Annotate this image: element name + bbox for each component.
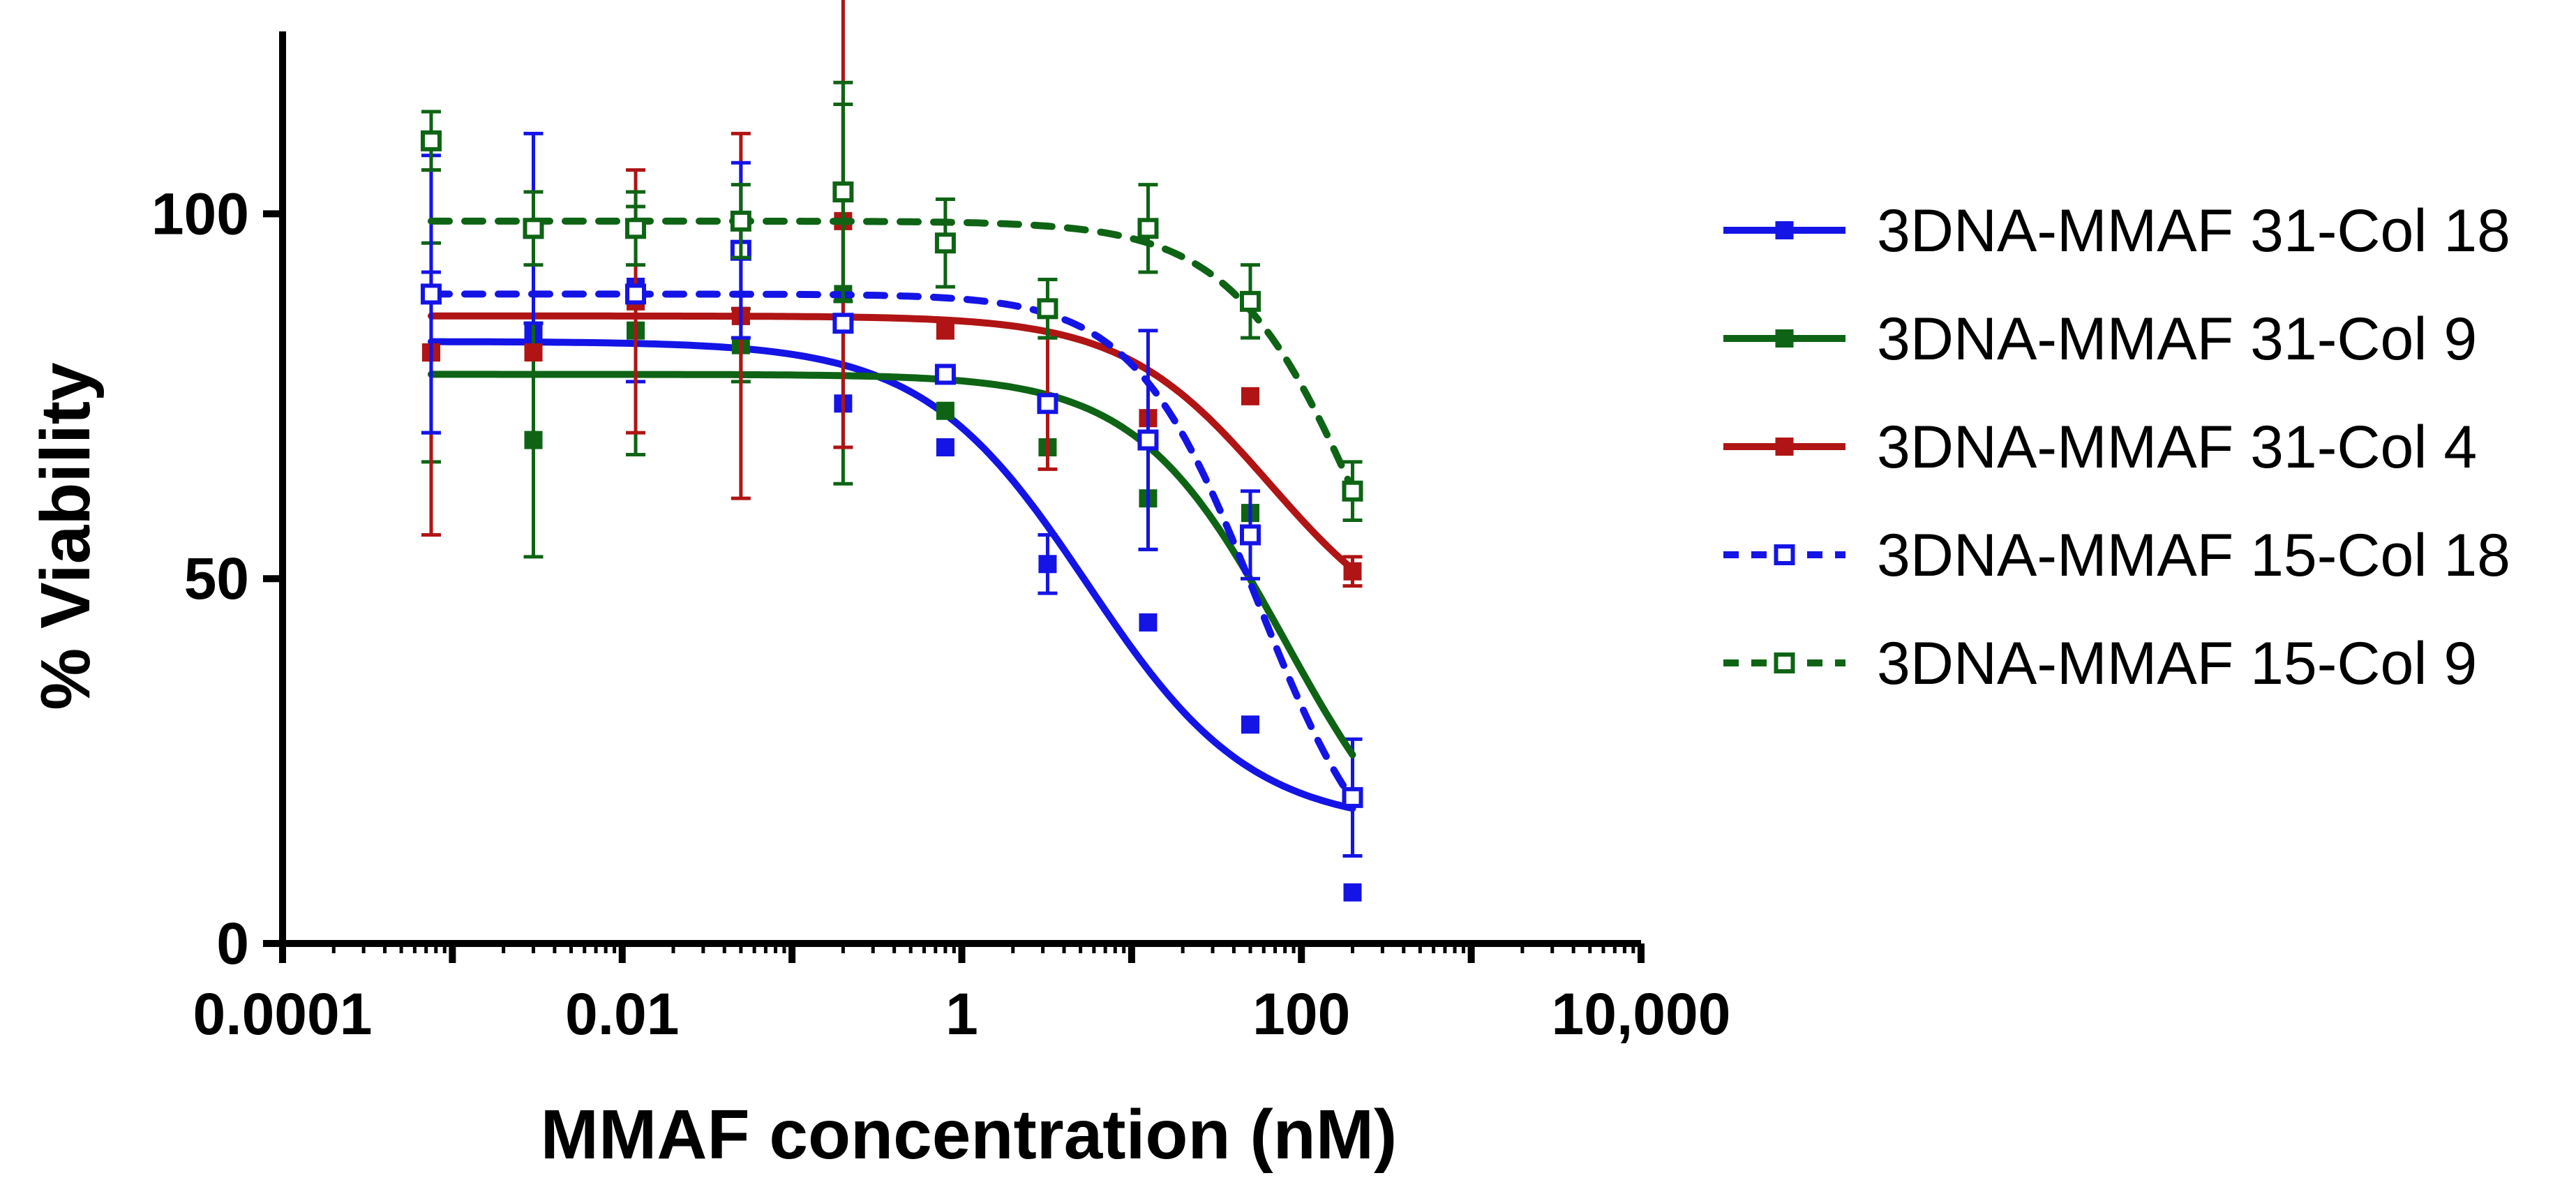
legend-item-3dna-mmaf-31-col-4: 3DNA-MMAF 31-Col 4 — [1723, 414, 2477, 481]
data-point — [625, 283, 647, 305]
fit-curve-3dna-mmaf-15-col-9 — [428, 217, 1356, 494]
x-tick-label: 1 — [945, 981, 978, 1047]
legend-marker — [1775, 221, 1794, 239]
series-3dna-mmaf-31-col-9 — [421, 103, 1362, 807]
fit-curve-3dna-mmaf-31-col-4 — [428, 312, 1356, 573]
y-tick-label: 0 — [216, 911, 249, 976]
axes: 0 50 100 0.0001 0.01 1 100 10,000 MMAF concentra… — [27, 31, 1730, 1174]
data-point — [936, 438, 954, 456]
data-point — [1342, 480, 1363, 502]
data-point — [523, 218, 544, 239]
data-point — [936, 401, 954, 420]
legend-label: 3DNA-MMAF 31-Col 9 — [1877, 306, 2477, 373]
series-3dna-mmaf-15-col-9 — [420, 80, 1363, 523]
legend-label: 3DNA-MMAF 31-Col 18 — [1877, 197, 2510, 264]
data-point — [1137, 218, 1159, 239]
x-axis-title: MMAF concentration (nM) — [541, 1096, 1398, 1174]
x-tick-label: 10,000 — [1552, 981, 1731, 1047]
legend-marker — [1774, 544, 1795, 565]
data-point — [1239, 524, 1261, 546]
data-point — [832, 313, 854, 334]
fit-curve-3dna-mmaf-31-col-9 — [428, 371, 1356, 759]
data-point — [934, 364, 956, 385]
x-tick-label: 0.0001 — [193, 981, 373, 1047]
data-point — [625, 218, 647, 239]
series-3dna-mmaf-15-col-18 — [420, 131, 1363, 808]
data-point — [1342, 786, 1363, 808]
legend: 3DNA-MMAF 31-Col 18 3DNA-MMAF 31-Col 9 3DN… — [1723, 197, 2510, 697]
data-point — [1343, 562, 1362, 581]
series-3dna-mmaf-31-col-18 — [421, 190, 1363, 902]
fit-curve-3dna-mmaf-15-col-18 — [428, 290, 1356, 803]
data-point — [934, 232, 956, 254]
fit-curve-3dna-mmaf-31-col-18 — [428, 338, 1356, 812]
data-point — [832, 181, 854, 203]
data-point — [1037, 298, 1058, 320]
legend-item-3dna-mmaf-31-col-9: 3DNA-MMAF 31-Col 9 — [1723, 306, 2477, 373]
legend-marker — [1775, 438, 1794, 456]
data-point — [1037, 393, 1058, 415]
data-point — [1241, 387, 1259, 405]
data-point — [1137, 429, 1159, 451]
data-point — [524, 431, 543, 449]
y-axis-title: % Viability — [27, 362, 105, 710]
data-point — [936, 321, 954, 340]
data-point — [1239, 290, 1261, 312]
data-point — [524, 343, 543, 362]
legend-item-3dna-mmaf-15-col-18: 3DNA-MMAF 15-Col 18 — [1723, 522, 2510, 589]
data-point — [1241, 715, 1259, 734]
legend-item-3dna-mmaf-31-col-18: 3DNA-MMAF 31-Col 18 — [1723, 197, 2510, 264]
plot-area — [420, 0, 1363, 902]
data-point — [1139, 613, 1158, 632]
legend-marker — [1774, 652, 1795, 673]
data-point — [1343, 883, 1362, 902]
legend-item-3dna-mmaf-15-col-9: 3DNA-MMAF 15-Col 9 — [1723, 630, 2477, 697]
legend-label: 3DNA-MMAF 31-Col 4 — [1877, 414, 2477, 481]
x-tick-label: 100 — [1252, 981, 1350, 1047]
data-point — [1038, 555, 1057, 574]
data-point — [420, 283, 442, 305]
x-tick-label: 0.01 — [565, 981, 680, 1047]
y-tick-label: 50 — [184, 546, 249, 611]
data-point — [730, 210, 751, 232]
legend-marker — [1775, 329, 1794, 348]
data-point — [420, 130, 442, 151]
legend-label: 3DNA-MMAF 15-Col 9 — [1877, 630, 2477, 697]
y-tick-label: 100 — [151, 181, 249, 246]
legend-label: 3DNA-MMAF 15-Col 18 — [1877, 522, 2510, 589]
